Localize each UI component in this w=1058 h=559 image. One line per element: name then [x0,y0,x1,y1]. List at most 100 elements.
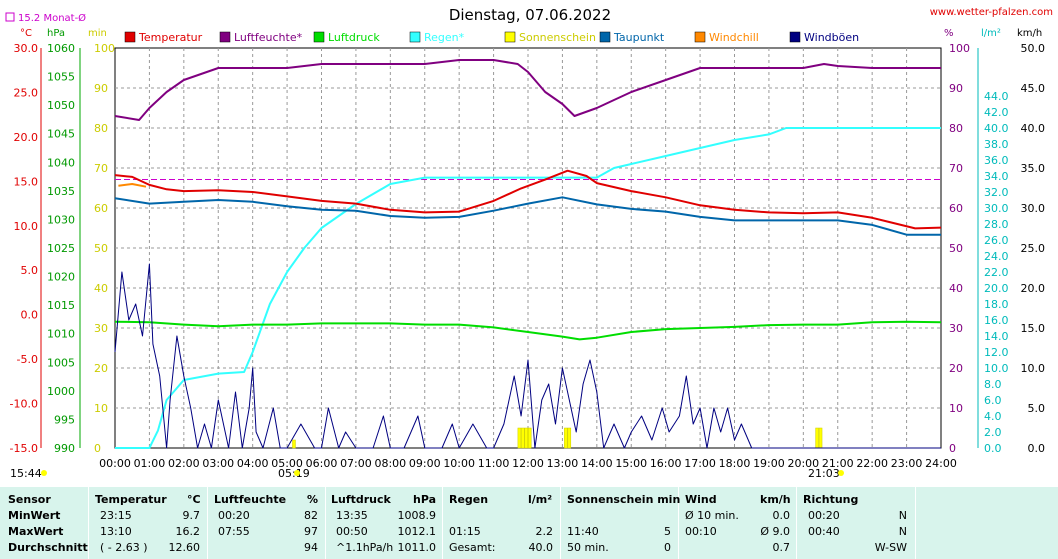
source-link[interactable]: www.wetter-pfalzen.com [930,7,1053,18]
y-tick-humidity: 40 [949,282,963,295]
sunshine-bar [521,427,525,449]
y-tick-wind: 50.0 [1021,42,1046,55]
x-tick-label: 08:00 [374,457,406,470]
y-tick-rain: 14.0 [984,330,1009,343]
y-tick-rain: 6.0 [984,394,1002,407]
y-tick-pressure: 990 [54,442,75,455]
series-line-luftdruck [114,320,942,341]
sunrise-label: 05:19 [278,467,310,480]
y-tick-pressure: 1030 [47,213,75,226]
y-tick-rain: 28.0 [984,218,1009,231]
y-tick-temp: 10.0 [14,220,39,233]
y-tick-wind: 25.0 [1021,242,1046,255]
unit-pct: % [944,28,954,39]
y-tick-wind: 10.0 [1021,362,1046,375]
weather-chart: 00:00 01:00 02:00 03:00 04:00 05:00 06:00 07:00… [0,0,1058,487]
y-tick-humidity: 10 [949,402,963,415]
y-tick-rain: 20.0 [984,282,1009,295]
x-tick-label: 20:00 [787,457,819,470]
y-tick-humidity: 20 [949,362,963,375]
sunset-dot-icon [838,470,844,476]
table-cell-hum-val: 94 [304,541,318,554]
header-humidity: Luftfeuchte [214,493,287,506]
y-tick-rain: 38.0 [984,138,1009,151]
table-cell-press-val: 1012.1 [397,525,437,538]
legend-label: Luftfeuchte* [234,31,303,44]
table-cell-press-time: ^1.1hPa/h [336,541,394,554]
y-tick-rain: 0.0 [984,442,1002,455]
x-tick-label: 09:00 [409,457,441,470]
x-tick-label: 05:00 [271,457,303,470]
unit-temp: °C [20,28,32,39]
series-line-taupunkt [114,196,941,236]
header-rain: Regen [449,493,489,506]
table-cell-wind-val: Ø 9.0 [760,525,790,538]
table-cell-hum-val: 97 [304,525,318,538]
y-tick-rain: 42.0 [984,106,1009,119]
table-cell-wind-lbl: 00:10 [685,525,717,538]
legend-label: Regen* [424,31,465,44]
table-cell-wind-lbl: Ø 10 min. [685,509,739,522]
y-tick-humidity: 30 [949,322,963,335]
header-pressure: Luftdruck [331,493,391,506]
y-tick-humidity: 0 [949,442,956,455]
table-cell-sun-val: 5 [664,525,671,538]
chart-background [0,0,1058,487]
x-tick-label: 15:00 [615,457,647,470]
table-cell-hum-val: 82 [304,509,318,522]
sun-dot-icon [41,470,47,476]
sunshine-bar [524,427,529,449]
y-tick-temp: 30.0 [14,42,39,55]
y-tick-humidity: 90 [949,82,963,95]
x-tick-label: 22:00 [856,457,888,470]
table-cell-label: MaxWert [8,525,64,538]
legend-label: Luftdruck [328,31,380,44]
y-tick-rain: 8.0 [984,378,1002,391]
x-tick-label: 21:00 [822,457,854,470]
unit-rain: l/m² [981,28,1001,39]
y-tick-pressure: 1010 [47,328,75,341]
y-tick-humidity: 50 [949,242,963,255]
y-tick-rain: 32.0 [984,186,1009,199]
header-direction: Richtung [803,493,859,506]
sunshine-bar [815,427,819,449]
table-cell-press-val: 1011.0 [397,541,437,554]
legend-swatch [694,31,706,43]
table-cell-sun-time: 11:40 [567,525,599,538]
y-tick-minutes: 40 [94,282,108,295]
y-tick-temp: 15.0 [14,175,39,188]
series-lines [114,59,942,449]
table-cell-hum-time: 07:55 [218,525,250,538]
sunset-label: 21:03 [808,467,840,480]
y-tick-temp: 0.0 [21,309,39,322]
y-tick-pressure: 1060 [47,42,75,55]
y-tick-rain: 36.0 [984,154,1009,167]
unit-min: min [88,28,107,39]
table-cell-dir-time: 00:40 [808,525,840,538]
y-tick-rain: 40.0 [984,122,1009,135]
legend: Temperatur Luftfeuchte* Luftdruck Regen* Son… [124,31,859,44]
y-tick-minutes: 90 [94,82,108,95]
y-tick-temp: 5.0 [21,264,39,277]
y-tick-pressure: 1000 [47,385,75,398]
legend-label: Sonnenschein [519,31,596,44]
y-tick-humidity: 80 [949,122,963,135]
y-tick-rain: 10.0 [984,362,1009,375]
table-cell-press-time: 13:35 [336,509,368,522]
header-wind: Wind [685,493,717,506]
series-line-regen [115,127,941,449]
y-tick-minutes: 0 [94,442,101,455]
y-tick-minutes: 30 [94,322,108,335]
table-cell-dir-val: N [898,509,907,522]
y-tick-wind: 40.0 [1021,122,1046,135]
legend-label: Windböen [804,31,859,44]
table-cell-label: MinWert [8,509,61,522]
y-tick-pressure: 1015 [47,299,75,312]
y-tick-temp: 25.0 [14,86,39,99]
y-tick-pressure: 1040 [47,156,75,169]
header-pressure-unit: hPa [413,493,437,506]
y-tick-rain: 12.0 [984,346,1009,359]
x-tick-label: 23:00 [891,457,923,470]
y-tick-pressure: 1005 [47,356,75,369]
